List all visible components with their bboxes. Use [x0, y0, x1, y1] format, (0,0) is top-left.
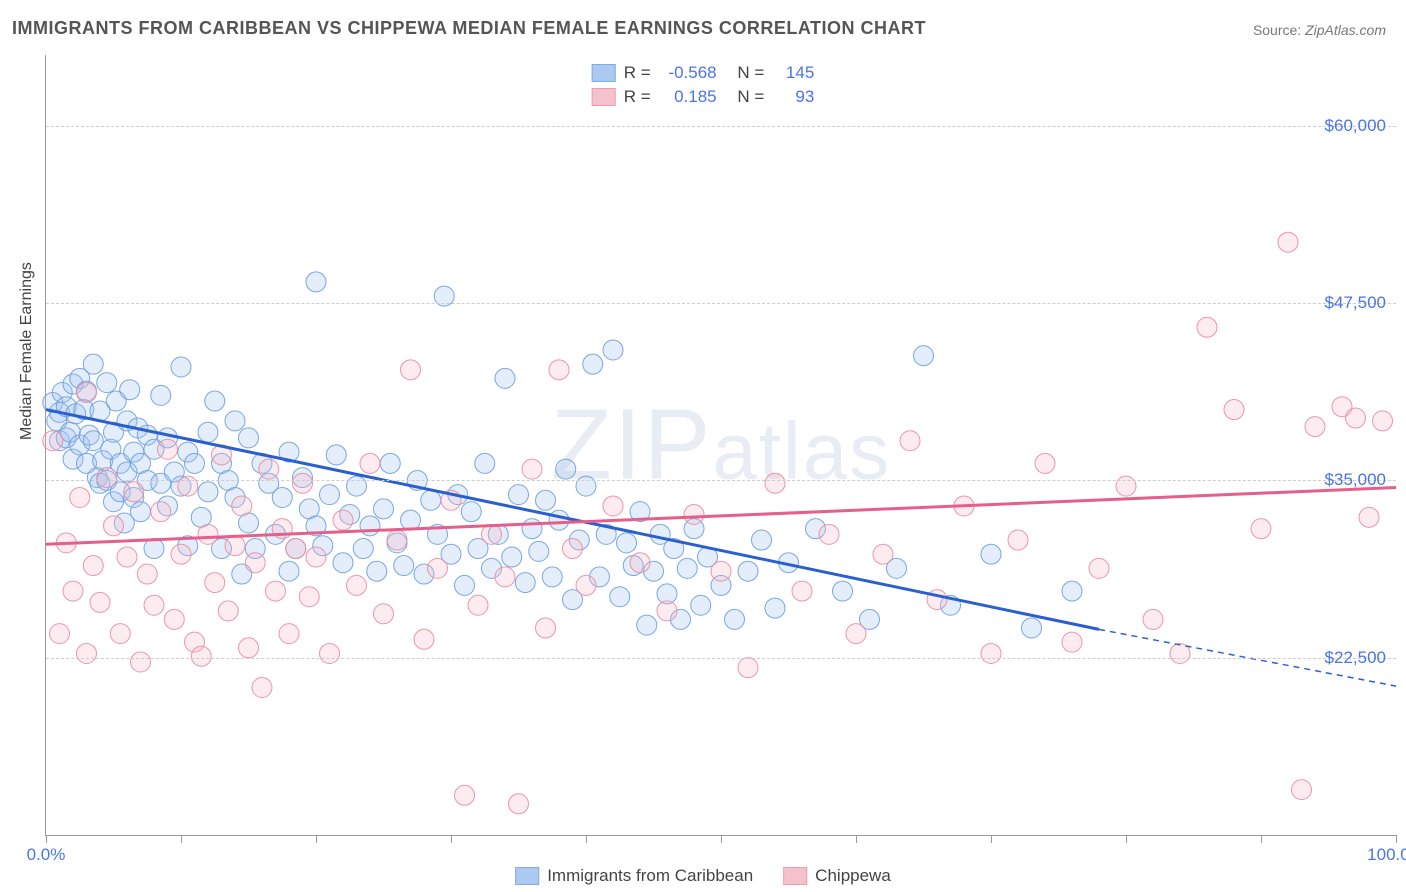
source-attribution: Source: ZipAtlas.com	[1253, 22, 1386, 38]
x-tick	[1126, 835, 1127, 843]
legend-label-caribbean: Immigrants from Caribbean	[547, 866, 753, 886]
y-axis-label: Median Female Earnings	[18, 262, 36, 440]
r-value-caribbean: -0.568	[659, 63, 717, 83]
y-tick-label: $22,500	[1325, 648, 1386, 668]
correlation-legend-row: R = -0.568 N = 145	[592, 61, 815, 85]
regression-line	[46, 410, 1099, 630]
x-tick	[451, 835, 452, 843]
y-tick-label: $47,500	[1325, 293, 1386, 313]
correlation-legend: R = -0.568 N = 145 R = 0.185 N = 93	[585, 58, 822, 112]
regression-lines-layer	[46, 55, 1396, 835]
legend-swatch-caribbean	[592, 64, 616, 82]
regression-line	[46, 488, 1396, 545]
source-value: ZipAtlas.com	[1305, 22, 1386, 38]
x-tick-label: 0.0%	[27, 845, 66, 865]
x-tick	[586, 835, 587, 843]
x-tick	[721, 835, 722, 843]
r-value-chippewa: 0.185	[659, 87, 717, 107]
y-tick-label: $35,000	[1325, 470, 1386, 490]
x-tick	[991, 835, 992, 843]
x-tick	[316, 835, 317, 843]
chart-container: IMMIGRANTS FROM CARIBBEAN VS CHIPPEWA ME…	[0, 0, 1406, 892]
x-tick	[1261, 835, 1262, 843]
plot-area: ZIPatlas $22,500$35,000$47,500$60,0000.0…	[45, 55, 1396, 836]
chart-title: IMMIGRANTS FROM CARIBBEAN VS CHIPPEWA ME…	[12, 18, 926, 39]
legend-item-chippewa: Chippewa	[783, 866, 891, 886]
gridline	[46, 480, 1396, 481]
gridline	[46, 658, 1396, 659]
source-label: Source:	[1253, 22, 1301, 38]
gridline	[46, 126, 1396, 127]
n-label: N =	[737, 63, 764, 83]
x-tick	[181, 835, 182, 843]
n-label: N =	[737, 87, 764, 107]
n-value-caribbean: 145	[772, 63, 814, 83]
correlation-legend-row: R = 0.185 N = 93	[592, 85, 815, 109]
y-tick-label: $60,000	[1325, 116, 1386, 136]
legend-swatch-chippewa	[783, 867, 807, 885]
legend-swatch-caribbean	[515, 867, 539, 885]
r-label: R =	[624, 87, 651, 107]
x-tick	[1396, 835, 1397, 843]
gridline	[46, 303, 1396, 304]
legend-label-chippewa: Chippewa	[815, 866, 891, 886]
series-legend: Immigrants from Caribbean Chippewa	[515, 866, 891, 886]
x-tick-label: 100.0%	[1367, 845, 1406, 865]
n-value-chippewa: 93	[772, 87, 814, 107]
x-tick	[46, 835, 47, 843]
legend-item-caribbean: Immigrants from Caribbean	[515, 866, 753, 886]
legend-swatch-chippewa	[592, 88, 616, 106]
x-tick	[856, 835, 857, 843]
r-label: R =	[624, 63, 651, 83]
